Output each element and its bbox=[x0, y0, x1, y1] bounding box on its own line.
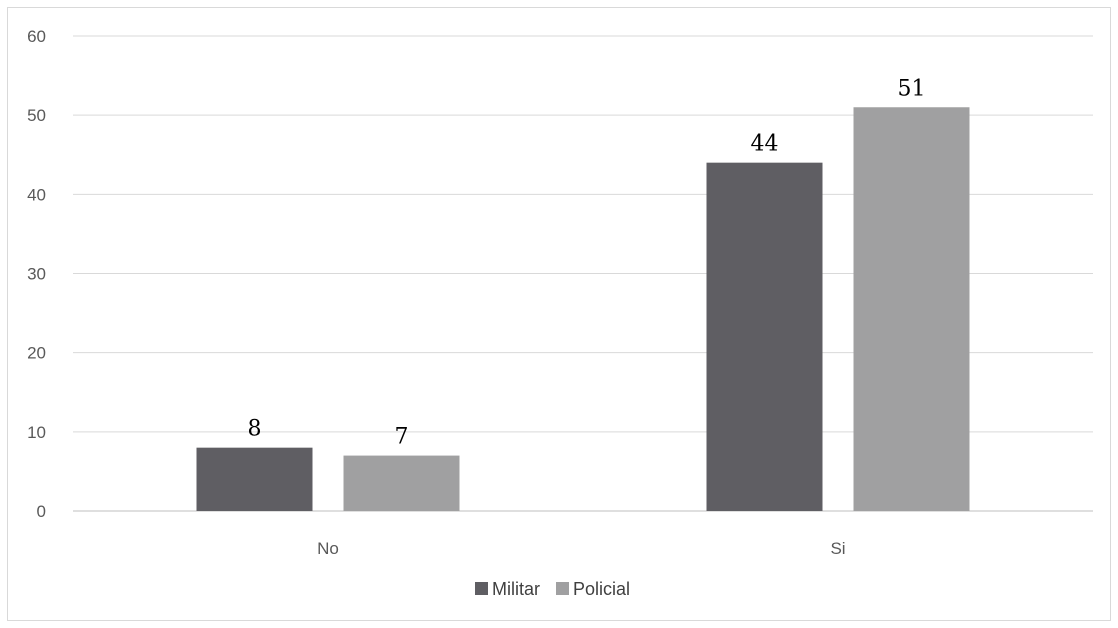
y-tick-label-30: 30 bbox=[27, 265, 46, 284]
x-category-label-si: Si bbox=[830, 539, 845, 558]
bar-militar-si bbox=[706, 162, 823, 511]
legend-swatch-policial bbox=[556, 582, 569, 595]
legend-label-policial: Policial bbox=[573, 579, 630, 599]
bar-militar-no bbox=[196, 447, 313, 511]
legend-label-militar: Militar bbox=[492, 579, 540, 599]
y-tick-label-20: 20 bbox=[27, 344, 46, 363]
bar-policial-no bbox=[343, 455, 460, 511]
legend-swatch-militar bbox=[475, 582, 488, 595]
data-label-policial-no: 7 bbox=[395, 425, 409, 450]
y-tick-label-0: 0 bbox=[37, 502, 46, 521]
bar-policial-si bbox=[853, 107, 970, 511]
y-tick-label-10: 10 bbox=[27, 423, 46, 442]
x-category-label-no: No bbox=[317, 539, 339, 558]
y-tick-label-60: 60 bbox=[27, 27, 46, 46]
data-label-militar-no: 8 bbox=[248, 417, 262, 442]
y-tick-label-40: 40 bbox=[27, 185, 46, 204]
data-label-policial-si: 51 bbox=[898, 76, 926, 101]
y-tick-label-50: 50 bbox=[27, 106, 46, 125]
data-label-militar-si: 44 bbox=[751, 132, 779, 157]
